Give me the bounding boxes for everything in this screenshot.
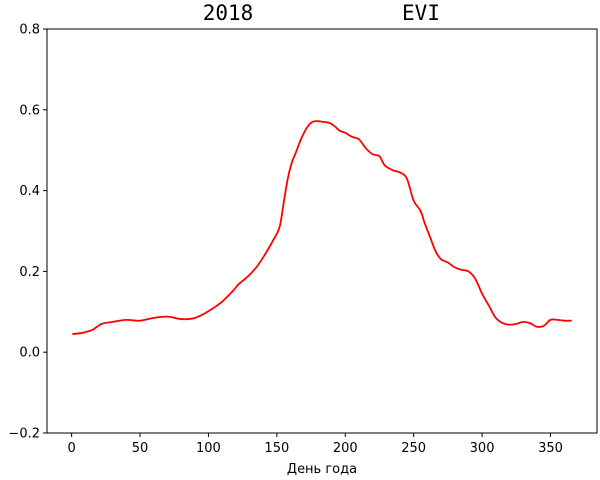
plot-frame [46,28,598,434]
x-tick-label: 150 [264,441,289,456]
x-axis-ticks: 0 50 100 150 200 250 300 350 [67,433,563,456]
x-tick-label: 50 [132,441,149,456]
y-tick-label: 0.4 [19,184,40,199]
y-tick-label: 0.0 [19,346,40,361]
series-group [72,120,572,335]
x-tick-label: 250 [401,441,426,456]
y-tick-label: −0.2 [8,427,40,442]
y-tick-label: 0.2 [19,265,40,280]
series-line-0 [72,120,572,335]
x-tick-label: 300 [470,441,495,456]
x-tick-label: 200 [333,441,358,456]
chart-title-year: 2018 [203,1,254,25]
y-tick-label: 0.6 [19,103,40,118]
chart-title-index: EVI [402,1,440,25]
y-tick-label: 0.8 [19,23,40,38]
x-axis-label: День года [287,462,357,477]
y-axis-ticks: −0.2 0.0 0.2 0.4 0.6 0.8 [8,23,47,442]
x-tick-label: 100 [196,441,221,456]
x-tick-label: 350 [538,441,563,456]
x-tick-label: 0 [67,441,75,456]
